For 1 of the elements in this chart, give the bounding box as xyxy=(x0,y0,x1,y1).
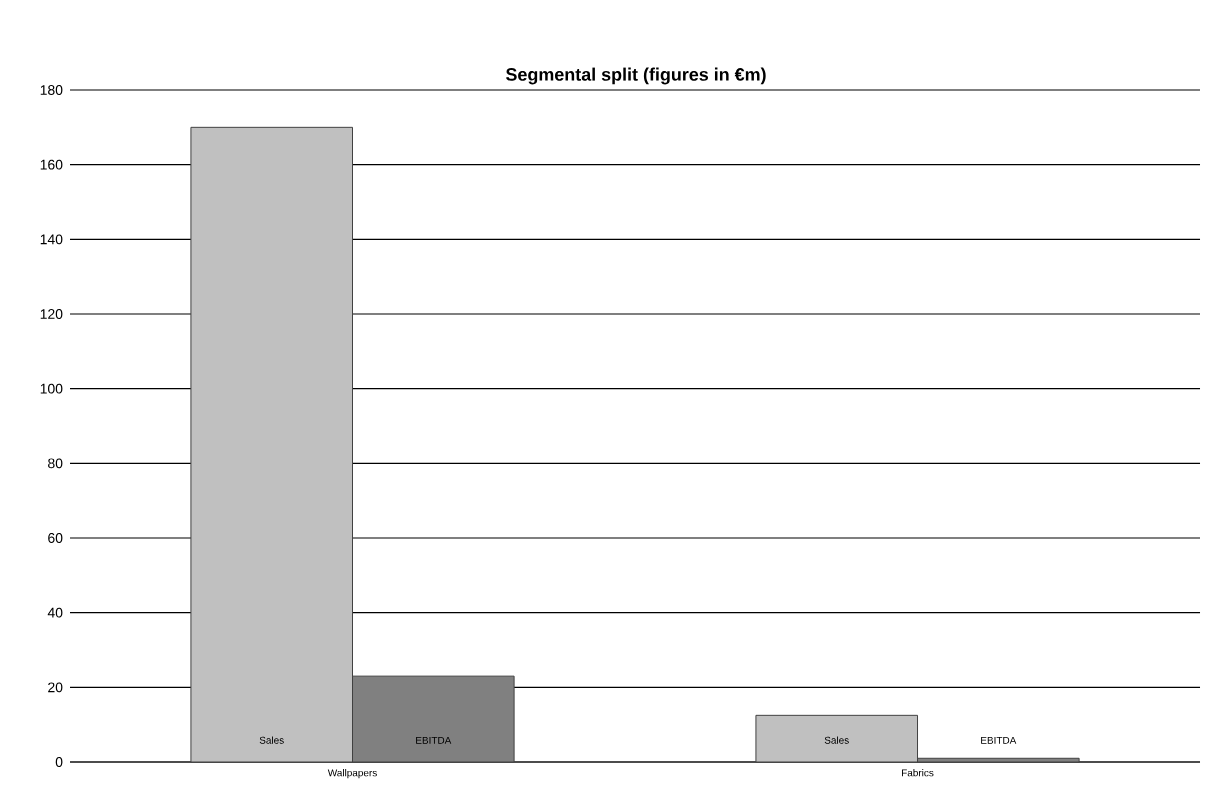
chart-title: Segmental split (figures in €m) xyxy=(506,67,766,85)
